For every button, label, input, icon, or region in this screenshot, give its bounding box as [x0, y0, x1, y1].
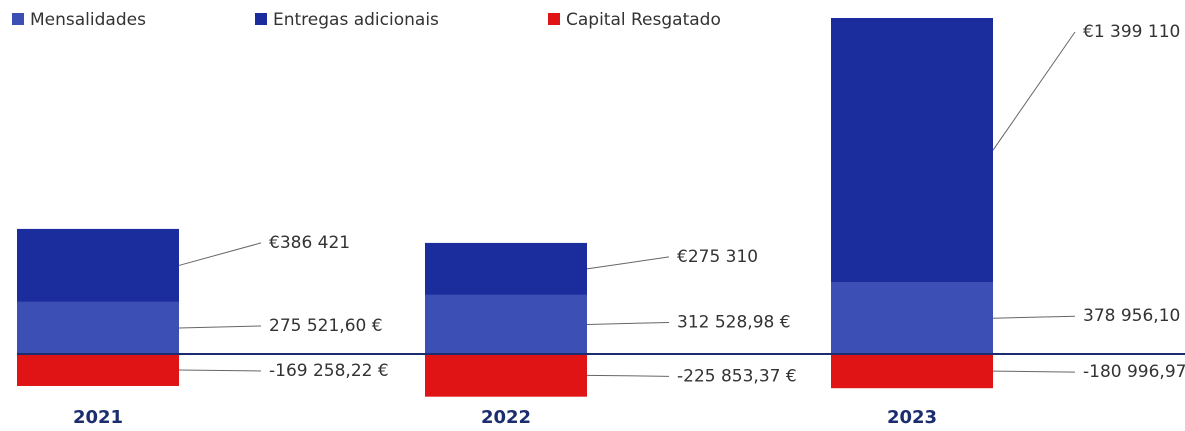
x-tick-label: 2023 — [887, 407, 937, 428]
bar-segment — [17, 301, 179, 354]
leader-line — [586, 374, 670, 377]
bar-segment — [17, 228, 179, 302]
bar-segment — [831, 282, 993, 354]
value-label: -180 996,97 € — [1083, 362, 1185, 382]
bar-segment — [425, 354, 587, 397]
leader-line — [992, 31, 1076, 151]
bar-segment — [17, 354, 179, 386]
value-label: -225 853,37 € — [677, 366, 797, 386]
bar-segment — [425, 294, 587, 354]
leader-line — [586, 321, 670, 325]
leader-line — [992, 315, 1076, 319]
legend-swatch — [548, 13, 560, 25]
x-tick-label: 2021 — [73, 407, 123, 428]
value-label: 275 521,60 € — [269, 316, 383, 336]
value-label: 312 528,98 € — [677, 312, 791, 332]
bar-segment — [831, 354, 993, 389]
leader-line — [178, 369, 262, 372]
value-label: -169 258,22 € — [269, 361, 389, 381]
bar-segment — [831, 18, 993, 283]
legend-swatch — [255, 13, 267, 25]
bar-segment — [425, 242, 587, 295]
leader-line — [586, 256, 670, 270]
leader-line — [178, 325, 262, 329]
value-label: 378 956,10 € — [1083, 306, 1185, 326]
legend-swatch — [12, 13, 24, 25]
legend-label: Capital Resgatado — [566, 10, 721, 30]
leader-line — [178, 242, 262, 266]
value-label: €275 310 — [677, 247, 758, 267]
value-label: €1 399 110 — [1083, 22, 1180, 42]
leader-line — [992, 370, 1076, 373]
x-tick-label: 2022 — [481, 407, 531, 428]
legend-label: Mensalidades — [30, 10, 146, 30]
legend-label: Entregas adicionais — [273, 10, 439, 30]
value-label: €386 421 — [269, 233, 350, 253]
